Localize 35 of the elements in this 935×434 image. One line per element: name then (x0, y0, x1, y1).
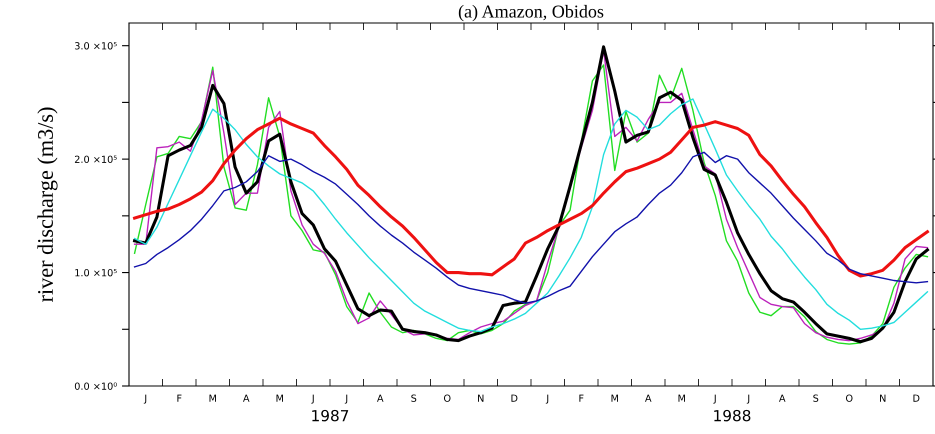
y-tick-label: 3.0 ×10⁵ (74, 42, 117, 50)
x-tick-label: F (177, 394, 182, 402)
x-tick-label: J (746, 394, 750, 404)
x-tick-label: A (779, 394, 786, 402)
x-tick-label: M (210, 394, 216, 402)
y-tick-label: 2.0 ×10⁵ (74, 156, 117, 163)
y-axis-title: river discharge (m3/s) (37, 108, 58, 302)
x-tick-label: F (579, 394, 584, 402)
x-tick-label: J (546, 394, 548, 404)
x-tick-label: O (846, 394, 853, 402)
line-series (134, 152, 928, 304)
x-tick-label: M (678, 394, 685, 402)
x-tick-label: D (511, 394, 518, 402)
x-tick-label: M (612, 394, 618, 402)
x-tick-label: N (478, 394, 484, 402)
x-tick-label: J (311, 394, 314, 404)
line-series (134, 98, 928, 332)
text: 1987 (312, 410, 348, 422)
y-tick-label: 1.0 ×10⁵ (75, 269, 117, 276)
x-tick-label: S (411, 394, 416, 402)
x-tick-label: A (377, 394, 384, 402)
x-tick-label: S (813, 394, 818, 402)
x-tick-label: N (880, 394, 886, 402)
x-tick-label: J (713, 394, 716, 404)
y-tick-label: 0.0 ×10⁰ (74, 382, 117, 390)
x-tick-label: M (276, 394, 283, 402)
x-tick-label: J (344, 394, 348, 404)
text: 1988 (714, 410, 750, 422)
x-tick-label: A (645, 394, 652, 402)
chart-title: (a) Amazon, Obidos (458, 4, 604, 22)
x-tick-label: J (144, 394, 146, 404)
x-tick-label: D (913, 394, 920, 402)
x-tick-label: A (243, 394, 250, 402)
x-tick-label: O (444, 394, 451, 402)
line-series (133, 116, 929, 278)
